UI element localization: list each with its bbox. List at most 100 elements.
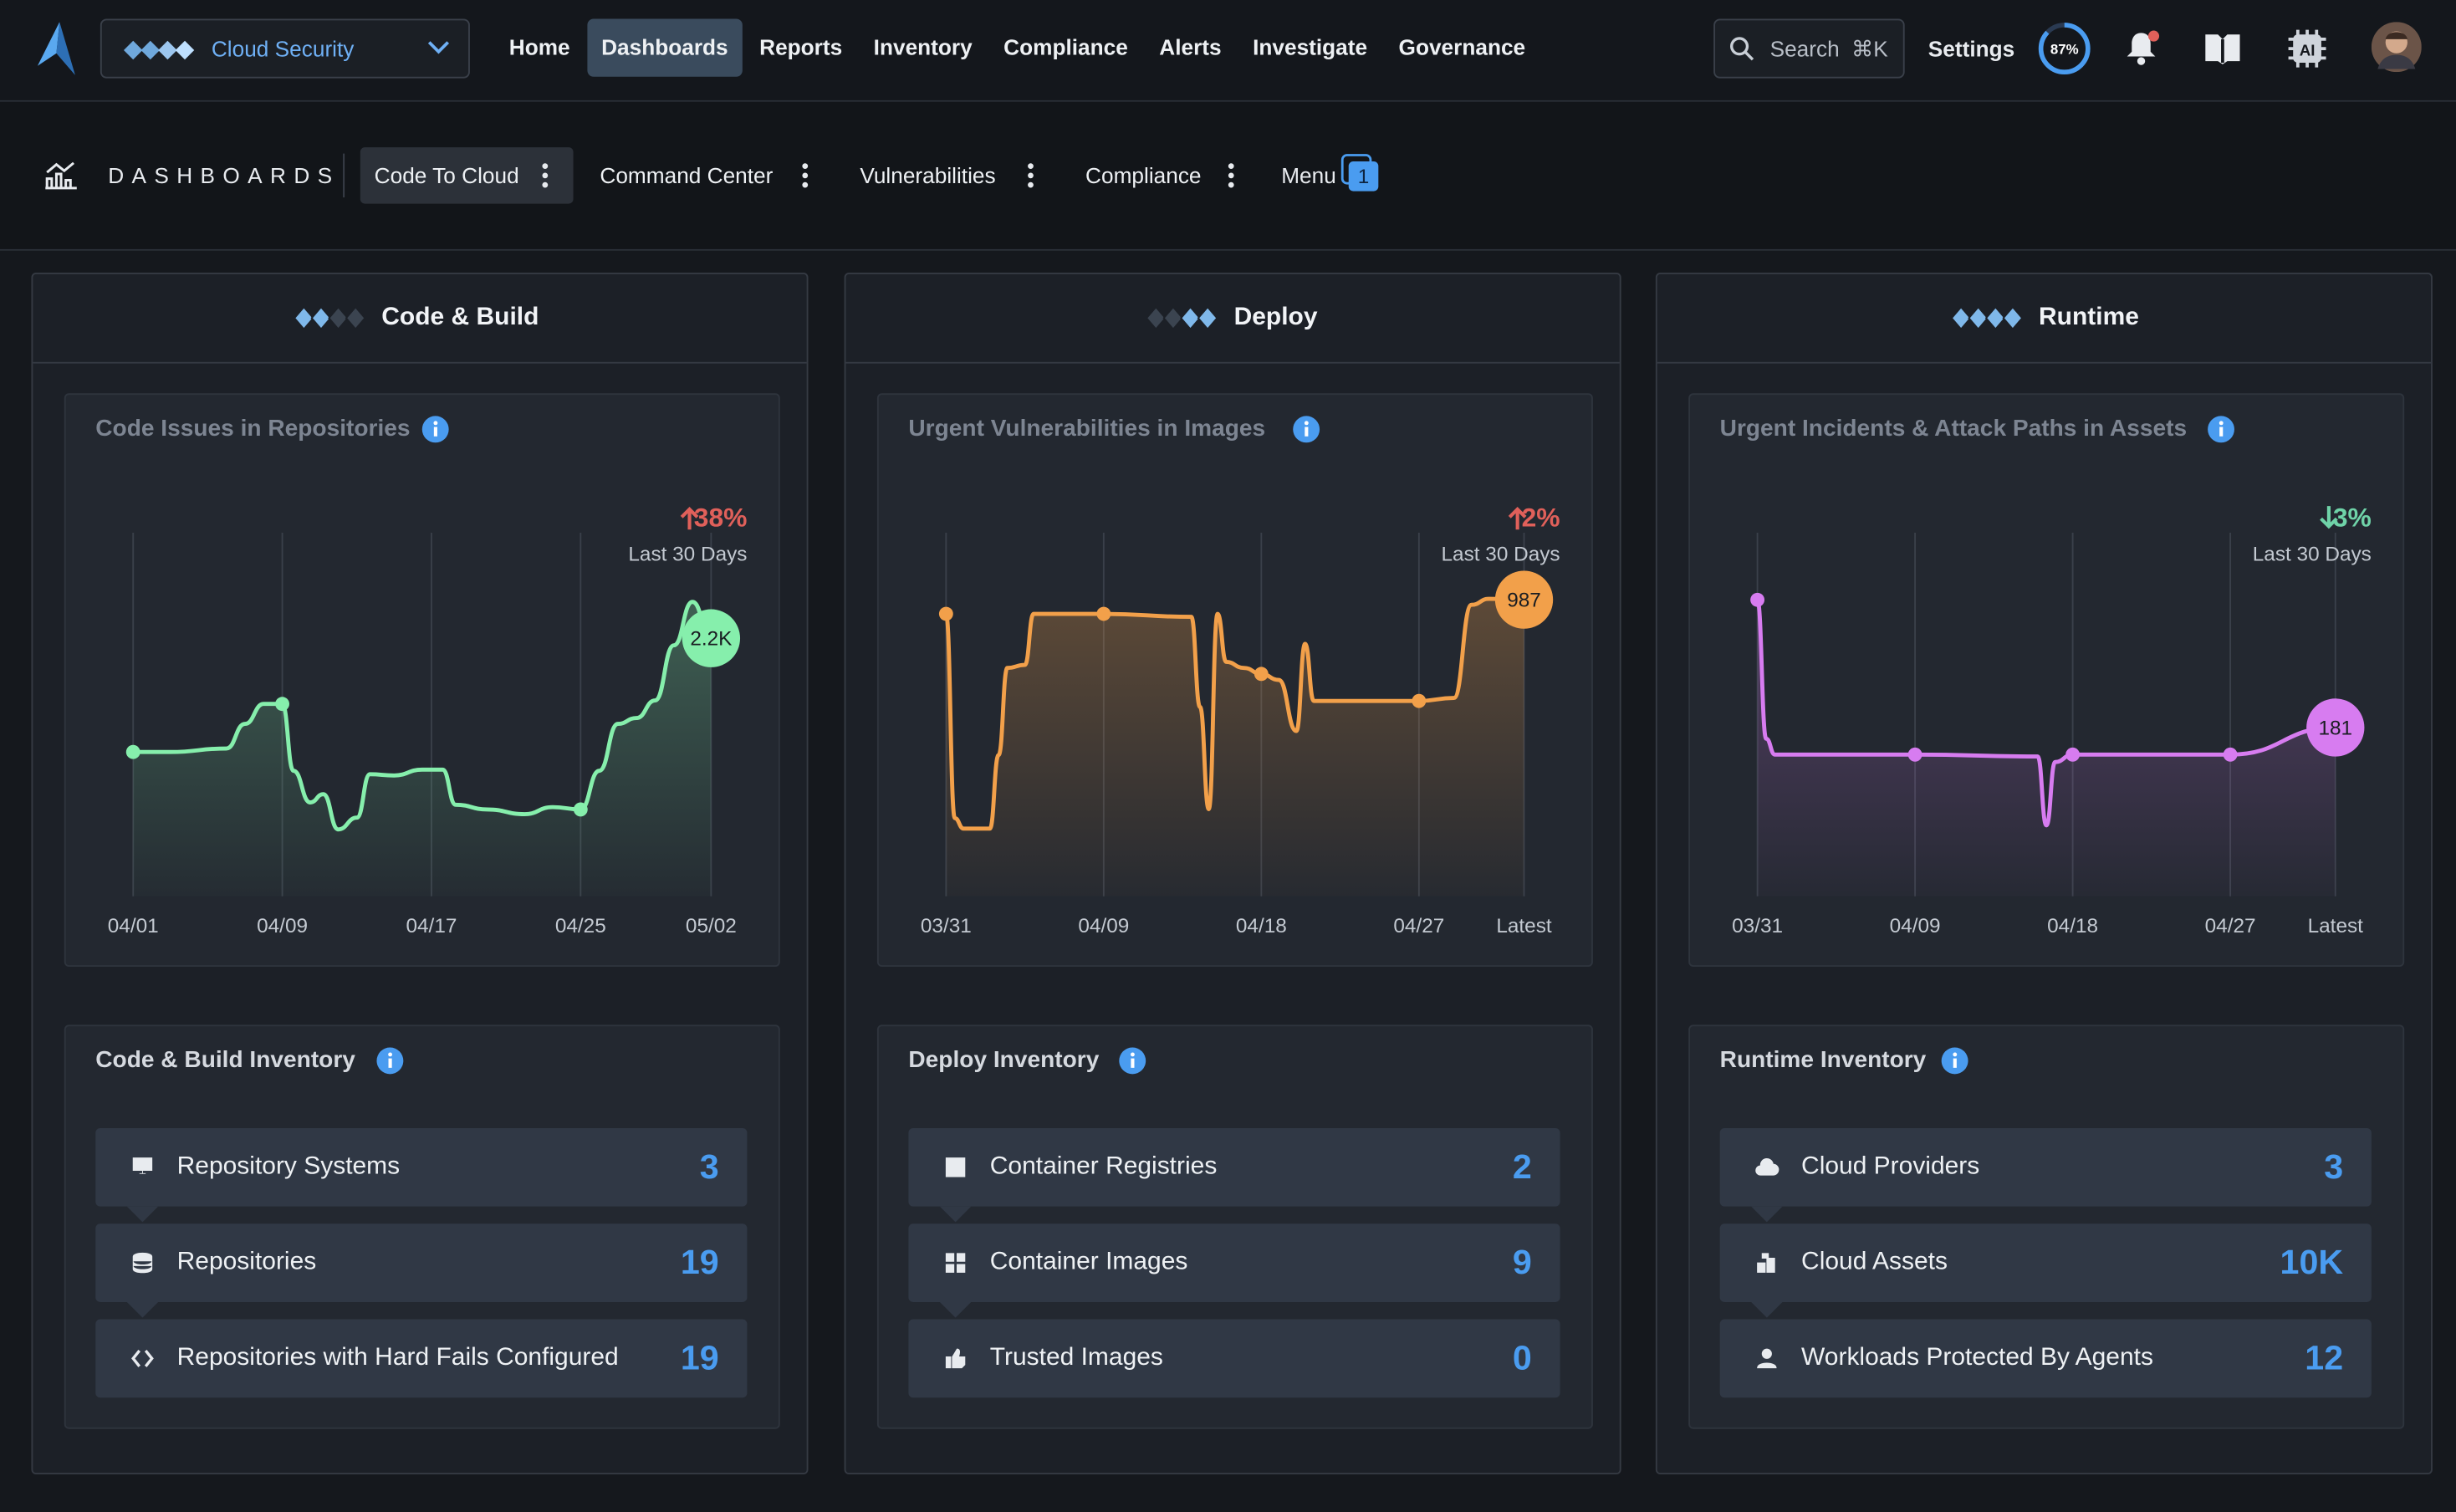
avatar[interactable]: [2371, 22, 2422, 73]
info-icon[interactable]: [1293, 415, 1321, 443]
point: [1254, 667, 1269, 682]
nav-item[interactable]: Investigate: [1253, 34, 1368, 60]
row-value: 12: [2305, 1338, 2344, 1377]
nav-item[interactable]: Dashboards: [587, 18, 743, 77]
search-placeholder: Search: [1769, 36, 1840, 62]
inventory-row[interactable]: Workloads Protected By Agents 12: [1719, 1319, 2372, 1398]
row-label: Workloads Protected By Agents: [1801, 1344, 2153, 1372]
score-ring[interactable]: 87%: [2036, 20, 2092, 76]
chart: 04/01 04/09 04/17 04/25 05/02 38% Last 30 Days…: [108, 503, 748, 937]
row-notch: [126, 1206, 159, 1223]
inventory-row[interactable]: Cloud Providers 3: [1719, 1127, 2372, 1223]
point: [275, 697, 290, 712]
row-notch: [939, 1206, 972, 1223]
search-box[interactable]: Search ⌘K: [1713, 18, 1905, 79]
inventory-row[interactable]: Trusted Images 0: [908, 1319, 1560, 1398]
point: [2065, 747, 2081, 762]
x-tick-label: 04/09: [1078, 915, 1129, 937]
point: [1096, 606, 1111, 621]
column-header: Deploy: [845, 274, 1620, 364]
kebab[interactable]: [800, 161, 809, 190]
chart-card: Urgent Vulnerabilities in Images 03/31 04/…: [876, 393, 1593, 967]
glyph: [131, 1349, 154, 1367]
nav-item[interactable]: Inventory: [873, 34, 973, 60]
menu[interactable]: Menu: [1281, 162, 1336, 188]
dot: [1028, 172, 1034, 179]
dot: [542, 172, 549, 179]
dashboards-icon: [45, 161, 77, 190]
nav-item[interactable]: Governance: [1398, 34, 1526, 60]
kebab[interactable]: [1227, 161, 1236, 190]
ai-icon[interactable]: AI: [2284, 25, 2331, 72]
value-label: 987: [1507, 590, 1541, 612]
row-icon: [131, 1349, 154, 1367]
inventory-row[interactable]: Repository Systems 3: [95, 1127, 748, 1223]
info-bar: [388, 1058, 392, 1068]
area: [946, 599, 1524, 896]
inventory-row[interactable]: Cloud Assets 10K: [1719, 1223, 2372, 1318]
score-label: 87%: [2050, 42, 2079, 58]
top-bar: Cloud Security Home Dashboards Reports Inve…: [0, 0, 2456, 102]
tab[interactable]: Code To Cloud: [360, 147, 574, 204]
diamond: [1951, 305, 1971, 330]
dot: [1228, 163, 1234, 169]
nav-item[interactable]: Alerts: [1159, 34, 1222, 60]
stage-icon: [1146, 305, 1218, 330]
diamond: [1146, 305, 1167, 330]
dot: [802, 181, 809, 188]
inventory-row[interactable]: Container Registries 2: [908, 1127, 1560, 1223]
dot: [1028, 181, 1034, 188]
menu-badge[interactable]: 1: [1340, 154, 1381, 195]
kebab[interactable]: [1026, 161, 1035, 190]
row-notch: [1751, 1301, 1783, 1318]
logo[interactable]: [31, 18, 78, 78]
glyph: [1757, 1253, 1775, 1273]
tab-bar: DASHBOARDS Code To Cloud Command Center Vu…: [0, 101, 2456, 251]
product-name: Cloud Security: [211, 36, 355, 62]
point: [938, 606, 953, 621]
notch: [126, 1301, 159, 1318]
column: Deploy Urgent Vulnerabilities in Images 03…: [844, 273, 1621, 1475]
info-icon[interactable]: [2208, 415, 2236, 443]
row-label: Repositories: [176, 1249, 317, 1276]
info-icon[interactable]: [1941, 1047, 1969, 1075]
info-dot: [1305, 421, 1310, 426]
x-tick-label: 04/09: [1890, 915, 1941, 937]
x-tick-label: 04/18: [1236, 915, 1287, 937]
tab[interactable]: Vulnerabilities: [860, 162, 996, 188]
value-label: 181: [2318, 717, 2352, 739]
value-label: 2.2K: [690, 628, 732, 651]
dashboards-title: DASHBOARDS: [108, 162, 340, 188]
info-icon[interactable]: [376, 1047, 405, 1075]
nav-item[interactable]: Home: [508, 34, 570, 60]
inventory-row[interactable]: Repositories with Hard Fails Configured 1…: [95, 1319, 748, 1398]
notch: [1751, 1301, 1783, 1318]
row-notch: [126, 1301, 159, 1318]
column-title: Deploy: [1233, 304, 1318, 331]
glyph: [1755, 1157, 1779, 1176]
chevron: [427, 41, 450, 54]
tab[interactable]: Command Center: [600, 162, 774, 188]
inventory-row[interactable]: Container Images 9: [908, 1223, 1560, 1318]
kebab[interactable]: [540, 161, 549, 190]
search-icon: [1730, 37, 1754, 61]
row-value: 10K: [2280, 1242, 2344, 1282]
info-icon[interactable]: [1118, 1047, 1146, 1075]
inventory-row[interactable]: Repositories 19: [95, 1223, 748, 1318]
value-badge: [2306, 698, 2365, 757]
info-dot: [1953, 1052, 1958, 1057]
row-value: 2: [1512, 1147, 1532, 1187]
nav-item[interactable]: Compliance: [1003, 34, 1128, 60]
point: [1412, 693, 1427, 708]
nav-item[interactable]: Reports: [759, 34, 843, 60]
row-icon: [945, 1253, 966, 1273]
row-icon: [132, 1157, 153, 1174]
dot: [542, 163, 549, 169]
docs-icon[interactable]: [2203, 30, 2244, 68]
product-selector[interactable]: Cloud Security: [100, 18, 470, 79]
settings[interactable]: Settings: [1928, 36, 2015, 62]
tab[interactable]: Compliance: [1085, 162, 1202, 188]
bell-icon[interactable]: [2122, 28, 2163, 69]
info-icon[interactable]: [422, 415, 451, 443]
